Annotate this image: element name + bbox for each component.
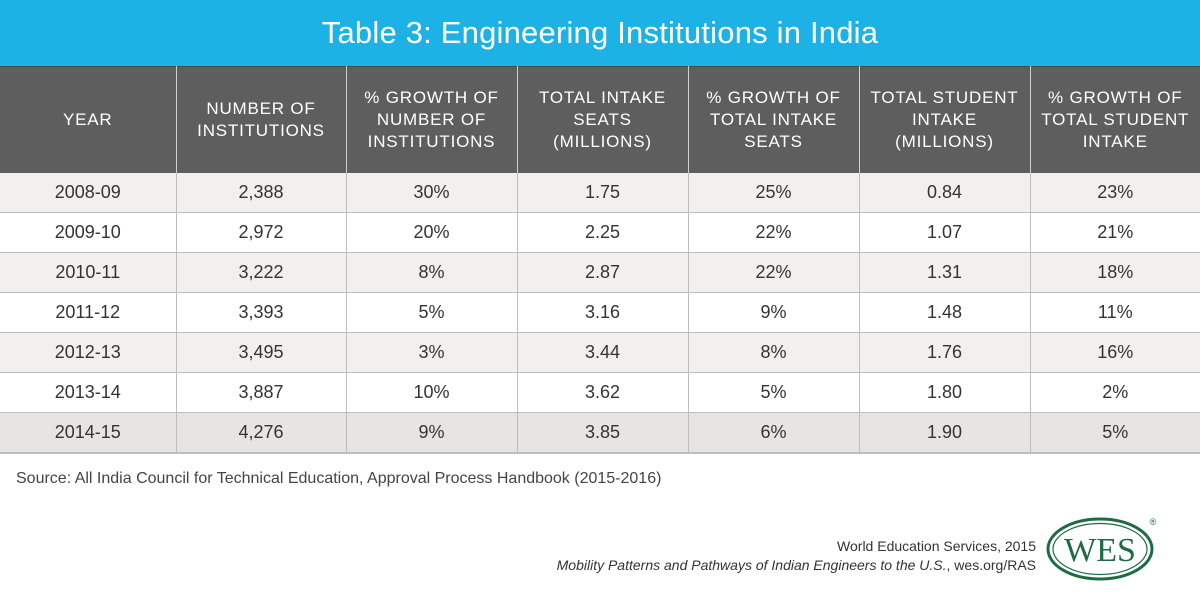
table-cell: 1.90 — [859, 412, 1031, 454]
table-cell: 3,222 — [176, 252, 347, 293]
table-cell: 8% — [346, 252, 518, 293]
table-row: 2012-13 3,495 3% 3.44 8% 1.76 16% — [0, 332, 1200, 373]
column-header: % GROWTH OF NUMBER OF INSTITUTIONS — [346, 66, 518, 173]
year-cell: 2009-10 — [0, 212, 177, 253]
table-cell: 23% — [1030, 173, 1200, 213]
table-cell: 3,495 — [176, 332, 347, 373]
credit-publication: Mobility Patterns and Pathways of Indian… — [556, 557, 947, 573]
table-cell: 6% — [688, 412, 860, 454]
table-cell: 30% — [346, 173, 518, 213]
credit-publication-line: Mobility Patterns and Pathways of Indian… — [557, 556, 1036, 575]
table-cell: 2% — [1030, 372, 1200, 413]
table-title-bar: Table 3: Engineering Institutions in Ind… — [0, 0, 1200, 66]
table-cell: 2.87 — [517, 252, 689, 293]
column-header: NUMBER OF INSTITUTIONS — [176, 66, 347, 173]
header-row: YEAR NUMBER OF INSTITUTIONS% GROWTH OF NU… — [0, 66, 1200, 173]
credit-suffix: , wes.org/RAS — [946, 557, 1036, 573]
table-cell: 1.48 — [859, 292, 1031, 333]
table-body: 2008-09 2,388 30% 1.75 25% 0.84 23% 2009-10 2,97… — [0, 173, 1200, 454]
table-cell: 1.76 — [859, 332, 1031, 373]
table-cell: 0.84 — [859, 173, 1031, 213]
table-cell: 3.44 — [517, 332, 689, 373]
table-cell: 21% — [1030, 212, 1200, 253]
table-row: 2008-09 2,388 30% 1.75 25% 0.84 23% — [0, 173, 1200, 213]
table-header: YEAR NUMBER OF INSTITUTIONS% GROWTH OF NU… — [0, 66, 1200, 173]
table-cell: 1.80 — [859, 372, 1031, 413]
table-cell: 2,388 — [176, 173, 347, 213]
logo-registered-mark: ® — [1150, 517, 1157, 527]
logo-text: WES — [1064, 532, 1136, 569]
table-cell: 1.75 — [517, 173, 689, 213]
table-cell: 9% — [346, 412, 518, 454]
logo-inner-ring — [1052, 522, 1148, 576]
column-header: YEAR — [0, 66, 177, 173]
year-cell: 2011-12 — [0, 292, 177, 333]
source-note: Source: All India Council for Technical … — [16, 470, 662, 487]
table-row: 2014-15 4,276 9% 3.85 6% 1.90 5% — [0, 412, 1200, 454]
table-cell: 5% — [346, 292, 518, 333]
table-cell: 22% — [688, 212, 860, 253]
logo-outer-ring — [1046, 517, 1154, 581]
column-header: TOTAL INTAKE SEATS (MILLIONS) — [517, 66, 689, 173]
table-cell: 3,887 — [176, 372, 347, 413]
table-row: 2013-14 3,887 10% 3.62 5% 1.80 2% — [0, 372, 1200, 413]
table-cell: 3.16 — [517, 292, 689, 333]
table-cell: 2.25 — [517, 212, 689, 253]
wes-logo: WES ® — [1046, 517, 1157, 581]
data-table: YEAR NUMBER OF INSTITUTIONS% GROWTH OF NU… — [0, 66, 1200, 454]
table-cell: 11% — [1030, 292, 1200, 333]
table-title: Table 3: Engineering Institutions in Ind… — [321, 15, 879, 50]
year-cell: 2012-13 — [0, 332, 177, 373]
table-cell: 1.31 — [859, 252, 1031, 293]
table-cell: 4,276 — [176, 412, 347, 454]
table-row: 2010-11 3,222 8% 2.87 22% 1.31 18% — [0, 252, 1200, 293]
table-cell: 3.85 — [517, 412, 689, 454]
column-header: % GROWTH OF TOTAL STUDENT INTAKE — [1030, 66, 1200, 173]
table-cell: 16% — [1030, 332, 1200, 373]
table-cell: 1.07 — [859, 212, 1031, 253]
table-cell: 3% — [346, 332, 518, 373]
year-cell: 2013-14 — [0, 372, 177, 413]
credit-block: World Education Services, 2015 Mobility … — [557, 537, 1036, 575]
table-cell: 10% — [346, 372, 518, 413]
table-cell: 25% — [688, 173, 860, 213]
credit-org: World Education Services, 2015 — [837, 538, 1036, 554]
year-cell: 2014-15 — [0, 412, 177, 454]
table-cell: 18% — [1030, 252, 1200, 293]
table-cell: 9% — [688, 292, 860, 333]
table-cell: 20% — [346, 212, 518, 253]
column-header: % GROWTH OF TOTAL INTAKE SEATS — [688, 66, 860, 173]
year-cell: 2008-09 — [0, 173, 177, 213]
table-cell: 3,393 — [176, 292, 347, 333]
table-cell: 2,972 — [176, 212, 347, 253]
table-cell: 22% — [688, 252, 860, 293]
table-row: 2011-12 3,393 5% 3.16 9% 1.48 11% — [0, 292, 1200, 333]
table-row: 2009-10 2,972 20% 2.25 22% 1.07 21% — [0, 212, 1200, 253]
table-cell: 5% — [1030, 412, 1200, 454]
year-cell: 2010-11 — [0, 252, 177, 293]
table-cell: 8% — [688, 332, 860, 373]
table-cell: 5% — [688, 372, 860, 413]
column-header: TOTAL STUDENT INTAKE (MILLIONS) — [859, 66, 1031, 173]
table-cell: 3.62 — [517, 372, 689, 413]
